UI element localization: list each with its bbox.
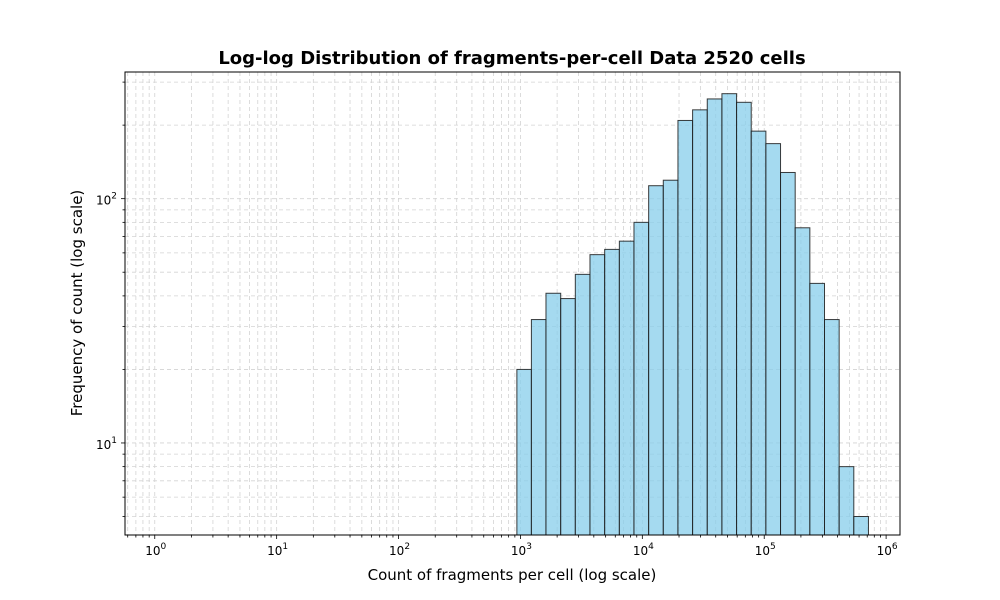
histogram-bar	[574, 273, 591, 536]
histogram-bar	[750, 130, 767, 536]
histogram-bar	[721, 93, 738, 536]
histogram-bar	[618, 240, 635, 536]
histogram-bar	[838, 466, 855, 536]
y-tick-label: 101	[96, 436, 117, 452]
histogram-bar	[545, 292, 562, 536]
histogram-bar	[824, 319, 840, 536]
y-tick-label: 102	[96, 192, 117, 208]
histogram-bar	[794, 227, 811, 536]
x-tick-label: 105	[755, 542, 776, 558]
histogram-bar	[677, 119, 694, 536]
histogram-bar	[765, 143, 782, 536]
x-tick-label: 104	[633, 542, 654, 558]
histogram-bar	[692, 109, 708, 536]
histogram-bar	[853, 516, 869, 536]
histogram-bars	[516, 93, 869, 536]
histogram-bar	[604, 248, 620, 536]
x-tick-label: 103	[511, 542, 532, 558]
histogram-bar	[809, 282, 826, 536]
histogram-bar	[633, 221, 650, 536]
axis-ticks: 100 101 102 103 104 105 106 101 102	[96, 81, 898, 558]
histogram-bar	[530, 319, 547, 536]
histogram-bar	[648, 185, 664, 536]
histogram-bar	[736, 101, 752, 536]
histogram-bar	[516, 368, 532, 536]
chart-title: Log-log Distribution of fragments-per-ce…	[218, 48, 805, 69]
plot-frame	[124, 71, 901, 536]
y-axis-label: Frequency of count (log scale)	[68, 190, 86, 417]
x-tick-label: 106	[877, 542, 898, 558]
histogram-bar	[706, 98, 723, 536]
x-tick-label: 102	[389, 542, 410, 558]
x-tick-label: 101	[267, 542, 288, 558]
histogram-bar	[589, 254, 606, 536]
histogram-bar	[662, 179, 679, 536]
histogram-bar	[780, 171, 796, 536]
x-tick-label: 100	[145, 542, 166, 558]
histogram-bar	[560, 298, 576, 536]
x-axis-label: Count of fragments per cell (log scale)	[368, 566, 657, 584]
